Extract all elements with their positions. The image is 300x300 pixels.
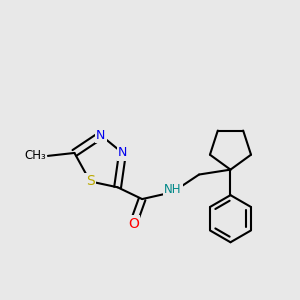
Text: NH: NH <box>164 183 181 196</box>
Text: O: O <box>128 217 139 231</box>
Text: CH₃: CH₃ <box>24 149 46 162</box>
Text: S: S <box>86 174 94 188</box>
Text: N: N <box>96 129 106 142</box>
Text: N: N <box>118 146 127 159</box>
